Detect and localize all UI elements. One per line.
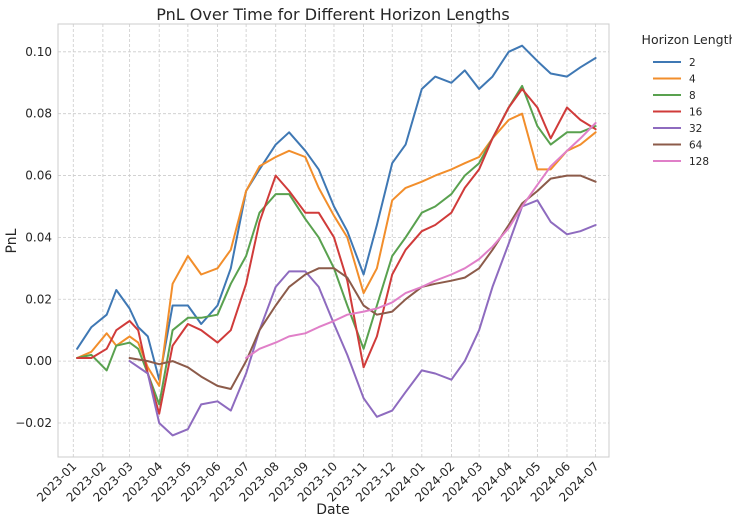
y-tick-label: 0.08	[25, 107, 52, 121]
x-axis-label: Date	[316, 502, 349, 518]
y-tick-label: 0.00	[25, 354, 52, 368]
plot-frame	[57, 23, 610, 458]
y-tick-label: 0.04	[25, 230, 52, 244]
legend-label: 2	[689, 57, 696, 69]
series-layer	[76, 44, 597, 437]
y-tick-label: −0.02	[15, 416, 52, 430]
y-tick-label: 0.02	[25, 292, 52, 306]
legend-label: 64	[689, 140, 703, 152]
series-line-128	[245, 122, 597, 359]
series-line-4	[76, 112, 597, 387]
y-tick-label: 0.10	[25, 45, 52, 59]
chart-title: PnL Over Time for Different Horizon Leng…	[156, 5, 509, 24]
legend-title: Horizon Length	[642, 32, 732, 47]
legend: Horizon Length 2 4 8 16 32 64 128	[642, 32, 732, 168]
series-line-2	[76, 44, 597, 381]
legend-label: 16	[689, 107, 703, 119]
y-tick-label: 0.06	[25, 169, 52, 183]
legend-label: 128	[689, 156, 709, 168]
legend-label: 4	[689, 74, 696, 86]
grid-layer	[58, 24, 609, 457]
series-line-32	[128, 199, 597, 437]
legend-label: 8	[689, 90, 696, 102]
y-axis-label: PnL	[4, 228, 20, 253]
legend-label: 32	[689, 123, 702, 135]
series-line-64	[128, 174, 597, 390]
